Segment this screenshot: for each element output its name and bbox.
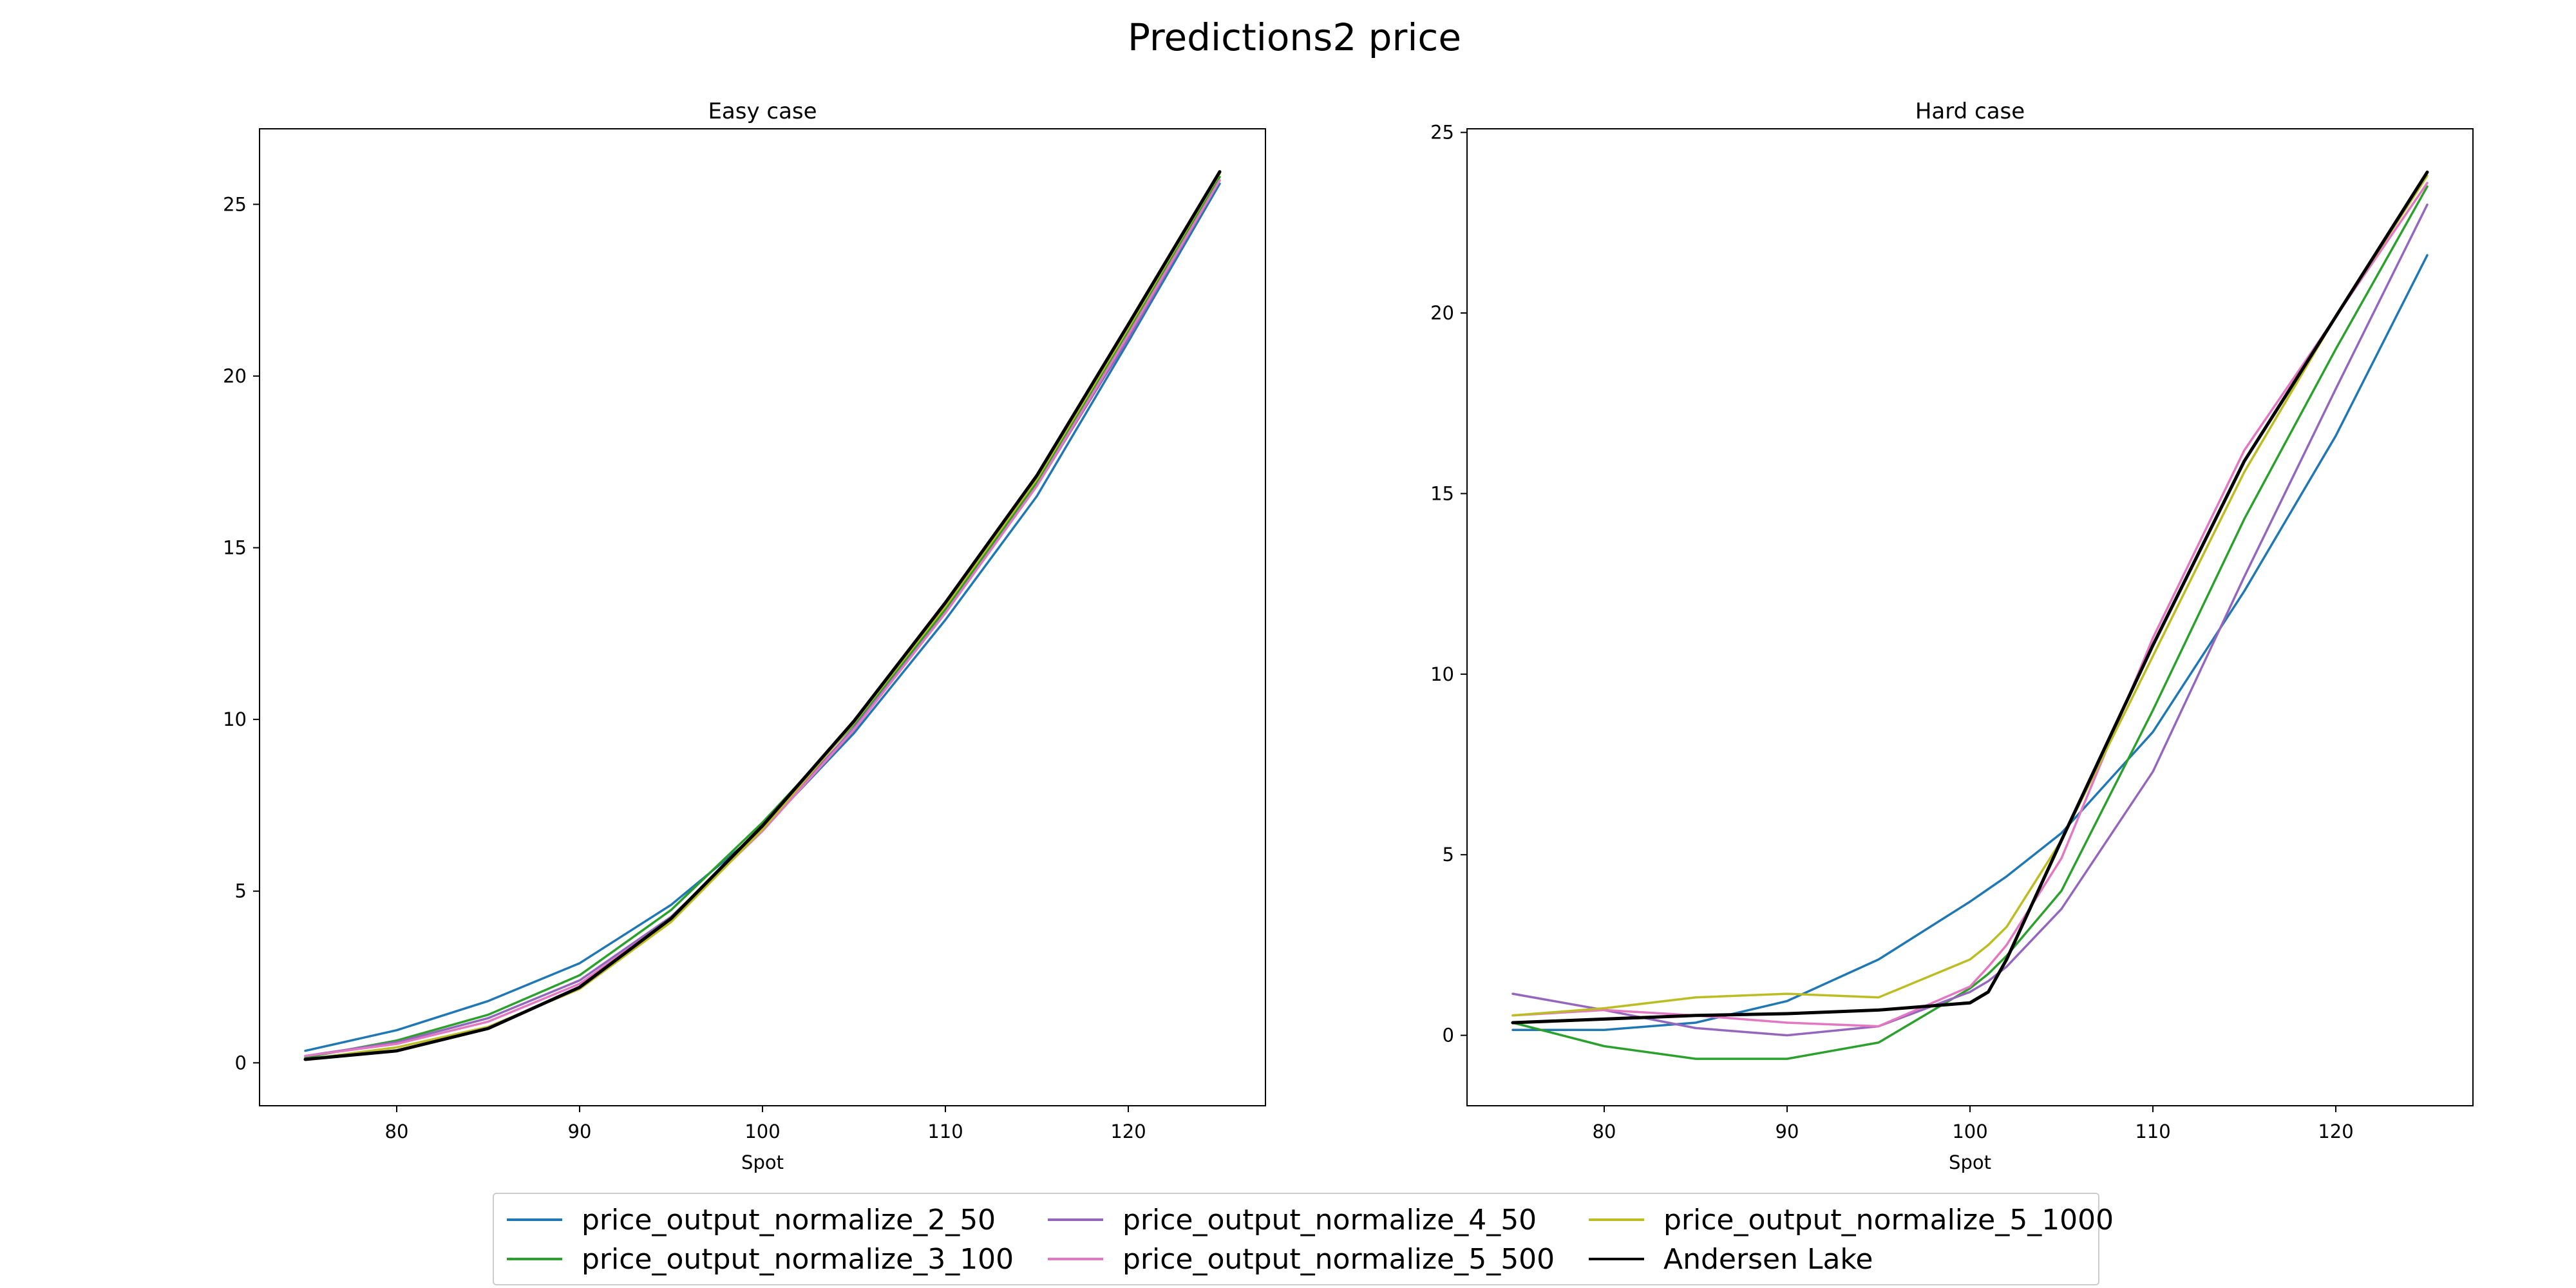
subplot-title: Hard case — [1915, 99, 2025, 124]
plot-frame — [259, 128, 1266, 1106]
series-group — [303, 170, 1222, 1061]
y-tick-label: 25 — [223, 193, 247, 215]
legend-label: price_output_normalize_5_500 — [1122, 1242, 1555, 1276]
series-line — [304, 182, 1221, 1052]
y-tick-label: 10 — [1430, 663, 1454, 685]
series-group — [1511, 170, 2429, 1060]
x-tick-label: 110 — [927, 1121, 963, 1142]
legend-label: price_output_normalize_2_50 — [582, 1203, 996, 1236]
y-tick-label: 10 — [223, 708, 247, 730]
y-tick-label: 5 — [1443, 844, 1454, 866]
series-line — [1511, 204, 2429, 1037]
y-tick-label: 20 — [223, 365, 247, 387]
y-tick-label: 5 — [235, 880, 247, 902]
legend-entry: price_output_normalize_2_50 — [507, 1202, 996, 1238]
legend-label: price_output_normalize_4_50 — [1122, 1203, 1537, 1236]
legend-swatch — [1589, 1218, 1644, 1221]
plot-frame — [1466, 128, 2474, 1106]
y-tick-label: 20 — [1430, 302, 1454, 324]
x-axis-label: Spot — [1949, 1151, 1991, 1173]
series-line — [304, 179, 1221, 1057]
y-tick-label: 0 — [1443, 1025, 1454, 1046]
subplot-title: Easy case — [708, 99, 817, 124]
legend-entry: price_output_normalize_3_100 — [507, 1241, 1014, 1277]
series-line — [1511, 175, 2429, 1017]
x-tick-label: 120 — [1110, 1121, 1146, 1142]
legend-label: Andersen Lake — [1663, 1242, 1873, 1276]
y-tick-label: 15 — [223, 537, 247, 559]
legend-swatch — [507, 1258, 562, 1260]
series-line — [303, 170, 1222, 1061]
series-line — [304, 179, 1221, 1057]
legend-swatch — [1589, 1258, 1644, 1260]
legend-label: price_output_normalize_5_1000 — [1663, 1203, 2114, 1236]
x-tick-label: 100 — [1952, 1121, 1987, 1142]
subplot: Easy case 80 90 100 110 120 0 5 10 15 20 25 Spot — [223, 99, 1266, 1173]
x-tick-label: 90 — [568, 1121, 592, 1142]
x-tick-label: 120 — [2318, 1121, 2353, 1142]
legend-swatch — [1048, 1258, 1103, 1260]
series-line — [304, 172, 1221, 1061]
x-tick-label: 110 — [2135, 1121, 2170, 1142]
y-tick-label: 15 — [1430, 482, 1454, 504]
y-tick-label: 0 — [235, 1052, 247, 1074]
legend-swatch — [1048, 1218, 1103, 1221]
x-tick-label: 90 — [1776, 1121, 1799, 1142]
legend: price_output_normalize_2_50 price_output… — [493, 1193, 2114, 1285]
y-tick-label: 25 — [1430, 122, 1454, 144]
legend-entry: price_output_normalize_4_50 — [1048, 1202, 1537, 1238]
legend-entry: price_output_normalize_5_500 — [1048, 1241, 1555, 1277]
subplot: Hard case 80 90 100 110 120 0 5 10 15 20 25 Spot — [1430, 99, 2474, 1173]
x-axis-label: Spot — [741, 1151, 784, 1173]
legend-entry: Andersen Lake — [1589, 1241, 1873, 1277]
x-tick-label: 80 — [385, 1121, 409, 1142]
series-line — [1511, 185, 2429, 1060]
x-tick-label: 100 — [744, 1121, 780, 1142]
series-line — [1511, 182, 2429, 1028]
legend-label: price_output_normalize_3_100 — [582, 1242, 1014, 1276]
legend-swatch — [507, 1218, 562, 1221]
series-line — [1511, 254, 2429, 1031]
x-tick-label: 80 — [1593, 1121, 1616, 1142]
figure-title: Predictions2 price — [1128, 15, 1461, 59]
legend-entry: price_output_normalize_5_1000 — [1589, 1202, 2114, 1238]
series-line — [304, 175, 1221, 1059]
series-line — [1511, 170, 2429, 1025]
